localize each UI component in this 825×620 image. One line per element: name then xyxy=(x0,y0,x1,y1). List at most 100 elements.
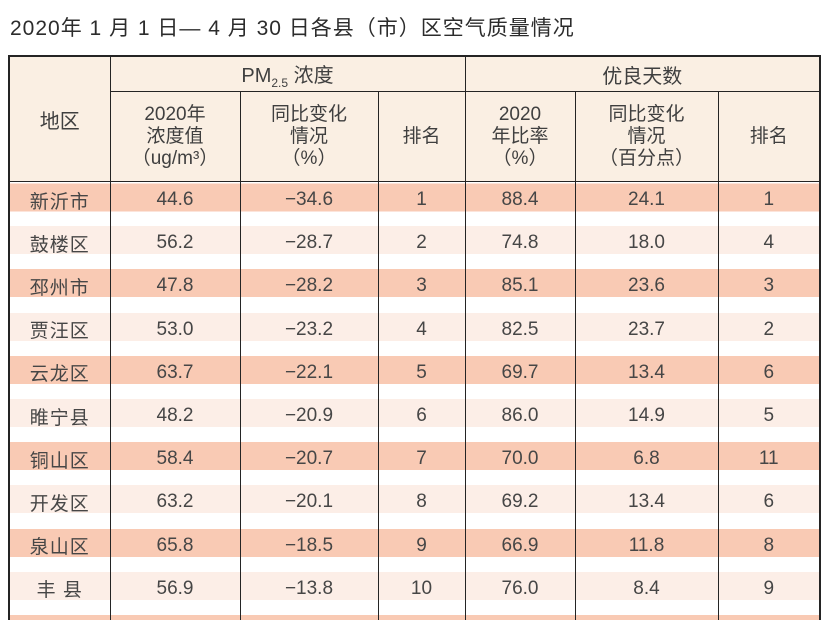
header-good-rank: 排名 xyxy=(717,91,821,182)
good-change-cell: 13.4 xyxy=(574,354,719,398)
region-cell: 贾汪区 xyxy=(8,311,111,355)
good-rank-cell: 8 xyxy=(717,527,821,571)
good-rank-cell: 4 xyxy=(717,225,821,269)
pm-change-cell: −18.5 xyxy=(239,527,379,571)
good-change-cell: 11.8 xyxy=(574,527,719,571)
pm-rank-cell: 7 xyxy=(377,441,466,485)
header-sub-row: 2020年 浓度值 （ug/m³） 同比变化 情况 （%） 排名 2020 年比… xyxy=(9,91,821,182)
header-group-pm25: PM2.5 浓度 xyxy=(109,56,466,92)
pm-value-cell: 47.8 xyxy=(109,268,241,312)
pm-rank-cell: 3 xyxy=(377,268,466,312)
good-rank-cell: 6 xyxy=(717,354,821,398)
pm-value-cell: 62.8 xyxy=(109,613,241,620)
pm-change-cell: −28.7 xyxy=(239,225,379,269)
header-line: 情况 xyxy=(627,125,666,147)
table-row: 邳州市 47.8 −28.2 3 85.1 23.6 3 xyxy=(8,268,821,312)
good-rate-cell: 72.5 xyxy=(464,613,576,620)
table-row: 丰 县 56.9 −13.8 10 76.0 8.4 9 xyxy=(8,570,821,614)
region-cell: 泉山区 xyxy=(8,527,111,571)
good-rate-cell: 85.1 xyxy=(464,268,576,312)
good-rate-cell: 69.2 xyxy=(464,484,576,528)
good-change-cell: 18.0 xyxy=(574,225,719,269)
pm-rank-cell: 11 xyxy=(377,613,466,620)
header-group-good-days: 优良天数 xyxy=(464,56,821,92)
pm-rank-cell: 8 xyxy=(377,484,466,528)
header-group-row: 地区 PM2.5 浓度 优良天数 xyxy=(8,56,821,182)
pm-value-cell: 44.6 xyxy=(109,181,241,226)
good-change-cell: 6.8 xyxy=(574,441,719,485)
pm-rank-cell: 10 xyxy=(377,570,466,614)
table-row: 开发区 63.2 −20.1 8 69.2 13.4 6 xyxy=(8,484,821,528)
region-cell: 睢宁县 xyxy=(8,397,111,442)
good-change-cell: 8.4 xyxy=(574,570,719,614)
region-cell: 沛 县 xyxy=(8,613,111,620)
pm-change-cell: −28.2 xyxy=(239,268,379,312)
region-cell: 开发区 xyxy=(8,484,111,528)
pm-rank-cell: 2 xyxy=(377,225,466,269)
header-line: 2020年 xyxy=(144,103,206,125)
pm-value-cell: 65.8 xyxy=(109,527,241,571)
header-line: 年比率 xyxy=(491,125,549,147)
pm-value-cell: 63.7 xyxy=(109,354,241,398)
good-rank-cell: 5 xyxy=(717,397,821,442)
pm-change-cell: −23.2 xyxy=(239,311,379,355)
region-cell: 云龙区 xyxy=(8,354,111,398)
good-rate-cell: 76.0 xyxy=(464,570,576,614)
header-pm-rank: 排名 xyxy=(377,91,466,182)
good-rank-cell: 11 xyxy=(717,441,821,485)
pm-value-cell: 58.4 xyxy=(109,441,241,485)
table-row: 睢宁县 48.2 −20.9 6 86.0 14.9 5 xyxy=(8,397,821,442)
good-rate-cell: 69.7 xyxy=(464,354,576,398)
good-change-cell: 14.9 xyxy=(574,397,719,442)
pm-rank-cell: 6 xyxy=(377,397,466,442)
pm-change-cell: −20.1 xyxy=(239,484,379,528)
region-cell: 丰 县 xyxy=(8,570,111,614)
good-rate-cell: 82.5 xyxy=(464,311,576,355)
header-line: 同比变化 xyxy=(270,103,347,125)
region-cell: 铜山区 xyxy=(8,441,111,485)
table-row: 云龙区 63.7 −22.1 5 69.7 13.4 6 xyxy=(8,354,821,398)
pm-rank-cell: 1 xyxy=(377,181,466,226)
good-rate-cell: 88.4 xyxy=(464,181,576,226)
region-cell: 新沂市 xyxy=(8,181,111,226)
good-change-cell: 8.0 xyxy=(574,613,719,620)
pm-suffix: 浓度 xyxy=(288,64,334,87)
pm-value-cell: 48.2 xyxy=(109,397,241,442)
table-row: 铜山区 58.4 −20.7 7 70.0 6.8 11 xyxy=(8,441,821,485)
header-pm-value: 2020年 浓度值 （ug/m³） xyxy=(109,91,241,182)
air-quality-table: 地区 PM2.5 浓度 优良天数 2020年 浓度值 （ug/m³） 同比变化 … xyxy=(8,55,822,620)
region-cell: 邳州市 xyxy=(8,268,111,312)
good-rate-cell: 86.0 xyxy=(464,397,576,442)
pm-rank-cell: 4 xyxy=(377,311,466,355)
pm-value-cell: 56.9 xyxy=(109,570,241,614)
table-row: 贾汪区 53.0 −23.2 4 82.5 23.7 2 xyxy=(8,311,821,355)
good-rate-cell: 70.0 xyxy=(464,441,576,485)
pm-change-cell: −34.6 xyxy=(239,181,379,226)
good-rank-cell: 3 xyxy=(717,268,821,312)
pm-change-cell: −20.9 xyxy=(239,397,379,442)
pm-subscript: 2.5 xyxy=(271,75,289,90)
pm-value-cell: 53.0 xyxy=(109,311,241,355)
table-header: 地区 PM2.5 浓度 优良天数 2020年 浓度值 （ug/m³） 同比变化 … xyxy=(8,56,821,182)
table-body: 新沂市 44.6 −34.6 1 88.4 24.1 1 鼓楼区 56.2 −2… xyxy=(8,181,821,620)
header-line: 情况 xyxy=(289,125,328,147)
good-change-cell: 23.7 xyxy=(574,311,719,355)
pm-change-cell: −20.7 xyxy=(239,441,379,485)
table-row: 泉山区 65.8 −18.5 9 66.9 11.8 8 xyxy=(8,527,821,571)
good-change-cell: 13.4 xyxy=(574,484,719,528)
good-rank-cell: 9 xyxy=(717,570,821,614)
pm-label: PM xyxy=(241,64,272,87)
pm-rank-cell: 5 xyxy=(377,354,466,398)
region-cell: 鼓楼区 xyxy=(8,225,111,269)
header-good-change: 同比变化 情况 （百分点） xyxy=(574,91,719,182)
pm-change-cell: −13.8 xyxy=(239,570,379,614)
header-good-rate: 2020 年比率 （%） xyxy=(464,91,576,182)
header-line: （ug/m³） xyxy=(131,147,219,169)
header-line: （%） xyxy=(281,147,337,169)
good-rate-cell: 74.8 xyxy=(464,225,576,269)
header-line: 2020 xyxy=(498,103,542,125)
header-line: （百分点） xyxy=(598,147,694,169)
table-row: 沛 县 62.8 −1.7 11 72.5 8.0 10 xyxy=(8,613,821,620)
header-pm-change: 同比变化 情况 （%） xyxy=(239,91,379,182)
